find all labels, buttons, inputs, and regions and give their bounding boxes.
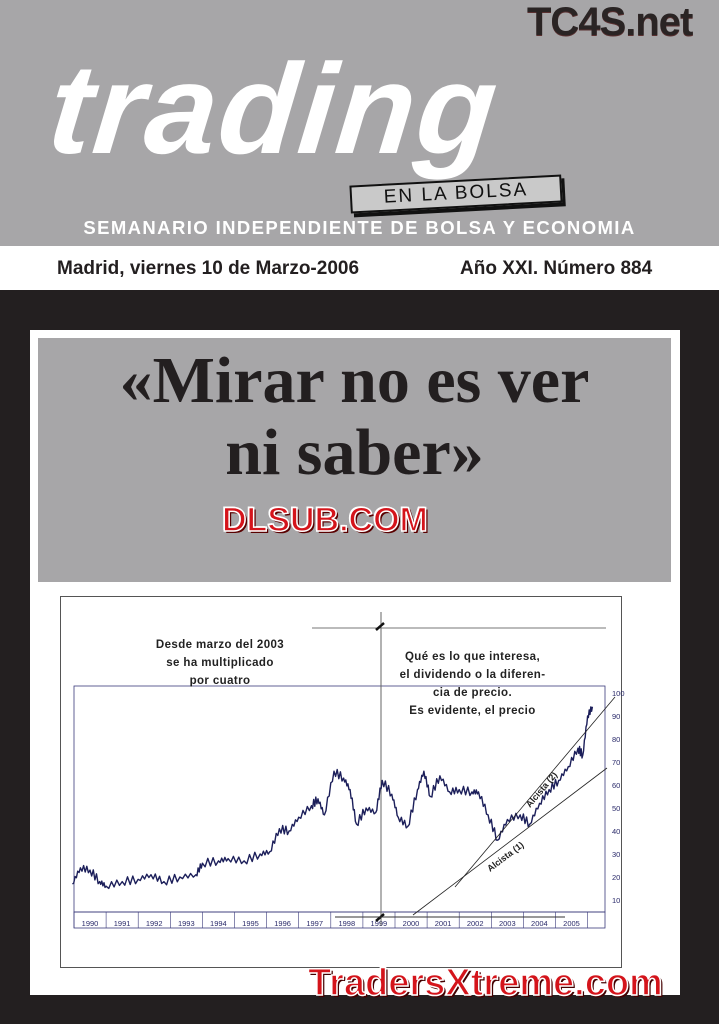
masthead-subtitle: SEMANARIO INDEPENDIENTE DE BOLSA Y ECONO… xyxy=(83,217,636,238)
headline-line-2: ni saber» xyxy=(225,416,484,489)
y-tick-label: 100 xyxy=(612,689,625,698)
note-line: cia de precio. xyxy=(432,687,513,699)
x-tick-label: 1999 xyxy=(371,919,388,928)
y-tick-label: 50 xyxy=(612,804,620,813)
x-tick-label: 2003 xyxy=(499,919,516,928)
y-tick-label: 70 xyxy=(612,758,620,767)
headline-box: «Mirar no es ver ni saber» xyxy=(38,338,671,582)
tradersxtreme-watermark: TradersXtreme.com xyxy=(307,961,663,1005)
x-tick-label: 1990 xyxy=(82,919,99,928)
y-tick-label: 90 xyxy=(612,712,620,721)
note-line: Desde marzo del 2003 xyxy=(155,639,285,651)
x-tick-label: 1991 xyxy=(114,919,131,928)
break-mark xyxy=(375,622,385,631)
y-tick-label: 80 xyxy=(612,735,620,744)
x-tick-label: 2005 xyxy=(563,919,580,928)
trendline-alcista-2 xyxy=(454,696,616,888)
note-line: Qué es lo que interesa, xyxy=(404,651,541,663)
note-line: se ha multiplicado xyxy=(166,657,274,669)
issue-date: Madrid, viernes 10 de Marzo-2006 xyxy=(57,258,360,279)
x-tick-label: 1997 xyxy=(306,919,323,928)
chart-note-right: Qué es lo que interesa, el dividendo o l… xyxy=(380,648,565,720)
y-tick-label: 30 xyxy=(612,850,620,859)
y-tick-label: 10 xyxy=(612,896,620,905)
price-series-line xyxy=(72,706,594,890)
x-tick-label: 1995 xyxy=(242,919,259,928)
x-tick-label: 1996 xyxy=(274,919,291,928)
dateline-bar xyxy=(0,246,719,290)
y-tick-label: 40 xyxy=(612,827,620,836)
dlsub-watermark: DLSUB.COM xyxy=(221,500,428,540)
x-tick-label: 1992 xyxy=(146,919,163,928)
x-tick-label: 2002 xyxy=(467,919,484,928)
chart-note-left: Desde marzo del 2003 se ha multiplicado … xyxy=(130,636,310,690)
note-line: el dividendo o la diferen- xyxy=(399,669,546,681)
tc4s-watermark: TC4S.net xyxy=(527,0,693,44)
issue-number: Año XXI. Número 884 xyxy=(460,258,653,279)
note-line: Es evidente, el precio xyxy=(409,705,536,717)
chart-frame xyxy=(60,596,622,968)
y-tick-label: 60 xyxy=(612,781,620,790)
y-tick-label: 20 xyxy=(612,873,620,882)
x-tick-label: 2000 xyxy=(403,919,420,928)
x-tick-label: 1993 xyxy=(178,919,195,928)
x-tick-label: 2001 xyxy=(435,919,452,928)
x-tick-label: 1994 xyxy=(210,919,227,928)
note-line: por cuatro xyxy=(189,675,251,687)
headline-line-1: «Mirar no es ver xyxy=(119,344,590,417)
x-tick-label: 2004 xyxy=(531,919,548,928)
x-tick-label: 1998 xyxy=(338,919,355,928)
trendline-alcista-1 xyxy=(412,767,608,916)
